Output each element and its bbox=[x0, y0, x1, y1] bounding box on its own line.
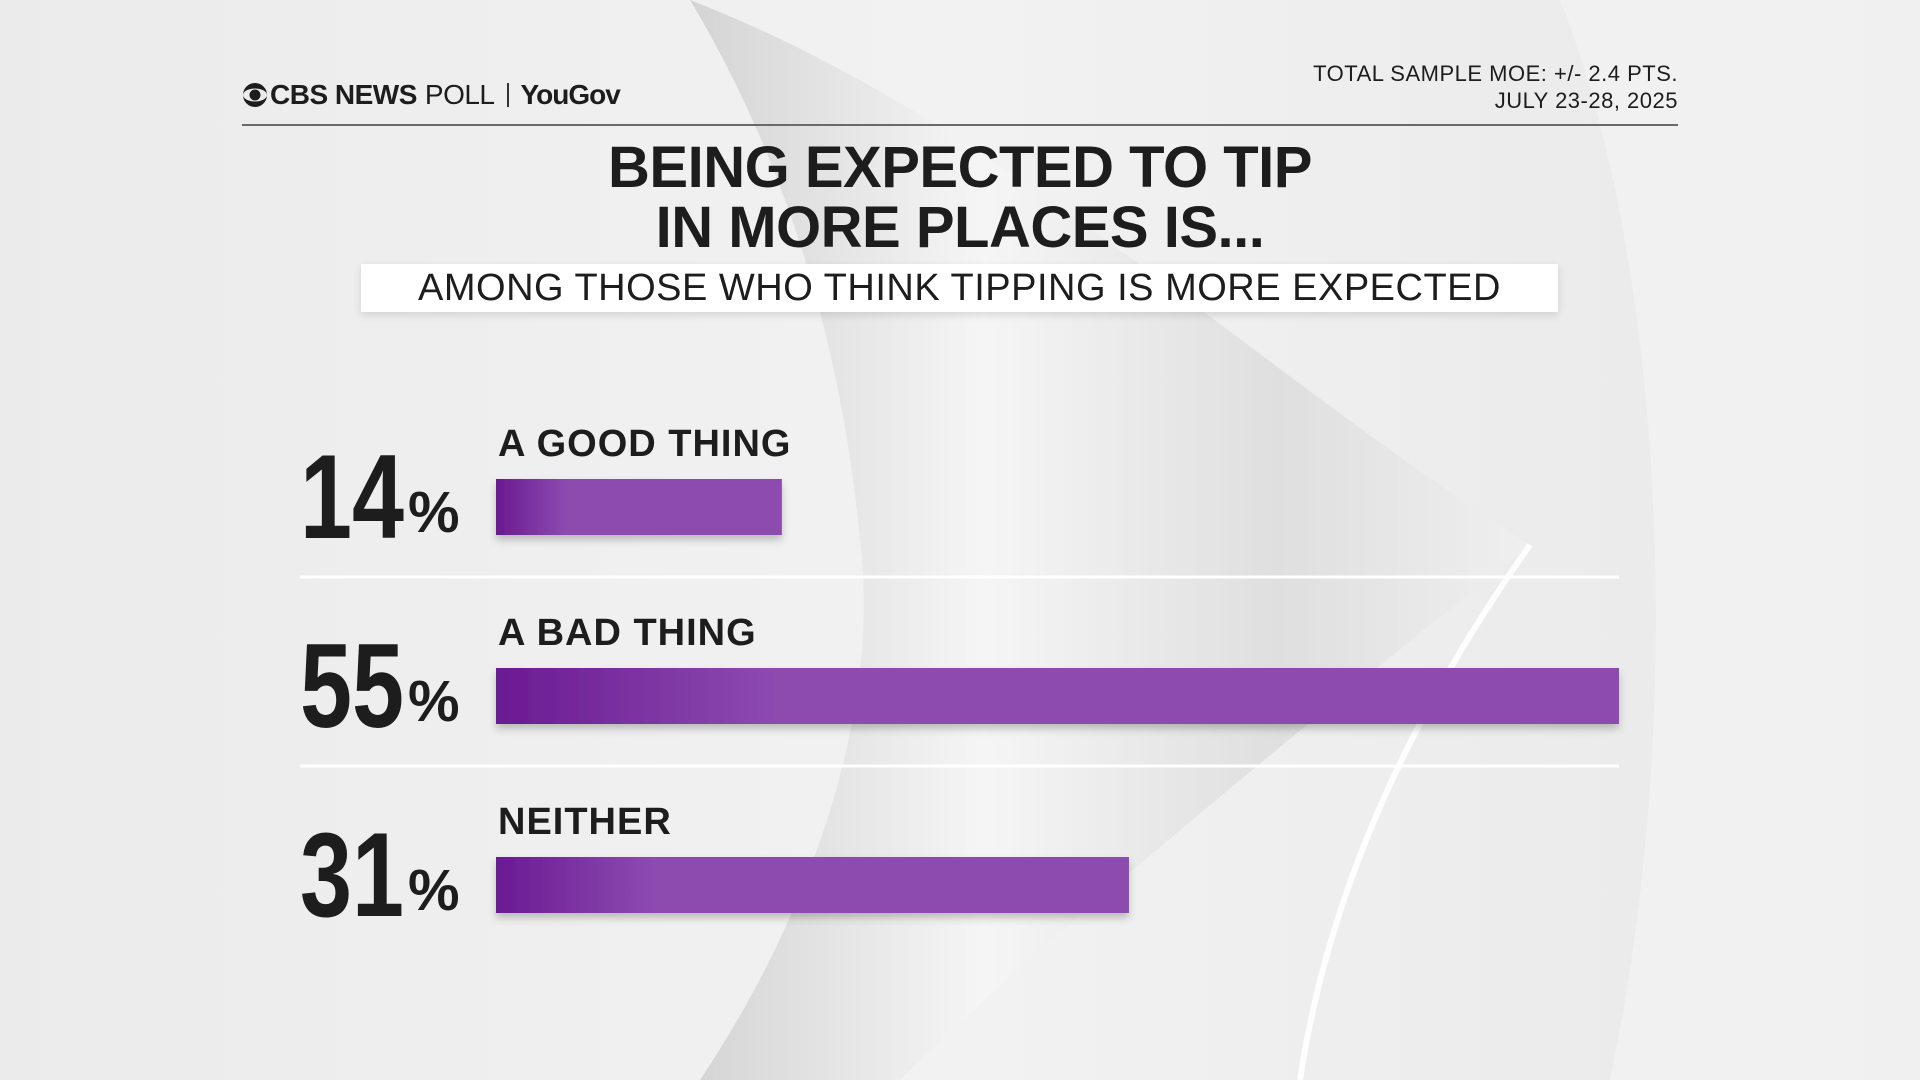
title-line-2: IN MORE PLACES IS... bbox=[655, 195, 1265, 260]
brand-separator bbox=[506, 83, 509, 107]
percent-sign: % bbox=[408, 480, 460, 545]
bar bbox=[496, 668, 1619, 724]
moe-line: TOTAL SAMPLE MOE: +/- 2.4 PTS. bbox=[1313, 61, 1678, 86]
category-label: A BAD THING bbox=[498, 612, 757, 654]
bar bbox=[496, 857, 1129, 913]
poll-dates: JULY 23-28, 2025 bbox=[1494, 88, 1678, 113]
chart-subtitle: AMONG THOSE WHO THINK TIPPING IS MORE EX… bbox=[361, 264, 1558, 312]
percent-sign: % bbox=[408, 669, 460, 734]
chart-title: BEING EXPECTED TO TIP IN MORE PLACES IS.… bbox=[360, 138, 1560, 258]
bar bbox=[496, 479, 782, 535]
brand-main: CBS NEWS bbox=[270, 79, 417, 110]
category-label: NEITHER bbox=[498, 801, 672, 843]
value-label: 31 bbox=[300, 808, 404, 942]
value-label: 55 bbox=[300, 619, 404, 753]
header-bar: CBS NEWS POLL YouGov TOTAL SAMPLE MOE: +… bbox=[242, 61, 1678, 126]
percent-sign: % bbox=[408, 858, 460, 923]
brand-poll: POLL bbox=[424, 79, 495, 110]
moe-info: TOTAL SAMPLE MOE: +/- 2.4 PTS. JULY 23-2… bbox=[1313, 60, 1678, 114]
title-line-1: BEING EXPECTED TO TIP bbox=[608, 135, 1312, 200]
value-label: 14 bbox=[300, 430, 404, 564]
category-label: A GOOD THING bbox=[498, 423, 791, 465]
cbs-eye-icon bbox=[243, 83, 267, 107]
brand-logo: CBS NEWS POLL YouGov bbox=[242, 79, 621, 111]
brand-partner: YouGov bbox=[520, 79, 621, 110]
